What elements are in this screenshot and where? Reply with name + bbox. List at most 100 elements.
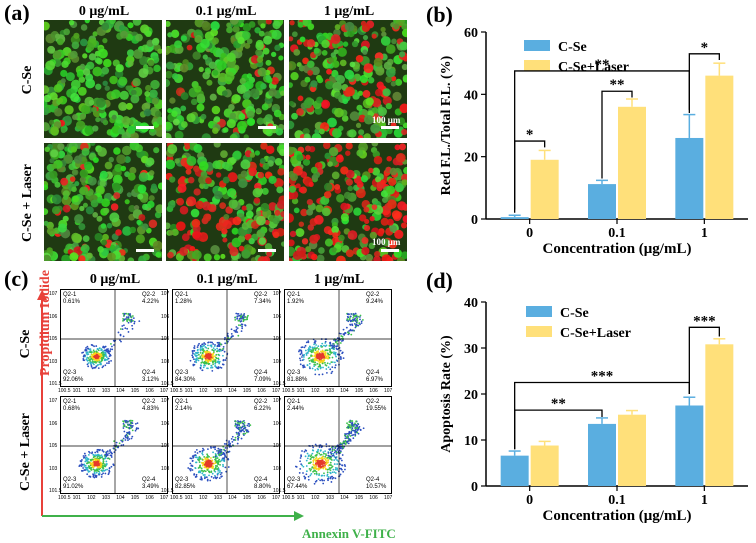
- flow-cytometry-plot: [172, 289, 280, 387]
- x-tick-label: 0.1: [608, 493, 626, 508]
- flow-x-tick: 106: [145, 388, 154, 394]
- flow-y-axis-label: Propidium Iodide: [38, 270, 53, 376]
- quadrant-value: Q2-3 84.30%: [175, 370, 196, 383]
- flow-y-tick: 103: [161, 465, 170, 472]
- significance-label: *: [701, 40, 709, 56]
- microscopy-image: [289, 143, 407, 261]
- chart-b: 0 20 40 60 Red F.L./Total F.L. (%) Concentrat…: [436, 20, 752, 269]
- bar-cse-laser: [530, 159, 559, 219]
- flow-y-tick: 101.5: [161, 488, 174, 494]
- quadrant-value: Q2-1 2.14%: [175, 399, 193, 412]
- flow-x-tick: 102: [87, 388, 96, 394]
- flow-x-tick: 103: [101, 495, 111, 501]
- quadrant-value: Q2-2 4.22%: [142, 292, 160, 305]
- axis-arrows: [37, 290, 304, 521]
- flow-x-tick: 105: [354, 388, 364, 394]
- flow-x-axis-label: Annexin V-FITC: [302, 526, 396, 541]
- flow-x-tick: 102: [199, 388, 208, 394]
- quadrant-value: Q2-1 2.44%: [287, 399, 305, 412]
- quadrant-value: Q2-4 10.57%: [366, 477, 387, 490]
- quadrant-value: Q2-3 81.88%: [287, 370, 308, 383]
- flow-y-tick: 105: [49, 336, 58, 342]
- y-tick-label: 40: [464, 296, 478, 311]
- flow-y-tick: 107: [49, 398, 58, 404]
- significance-bracket: [601, 90, 633, 179]
- quadrant-value: Q2-4 3.12%: [142, 370, 160, 383]
- quadrant-value: Q2-4 7.09%: [254, 370, 272, 383]
- flow-x-tick: 102: [199, 495, 208, 501]
- flow-x-tick: 100.5: [282, 388, 295, 394]
- y-tick-label: 40: [464, 88, 478, 103]
- flow-y-tick: 106: [49, 313, 58, 320]
- y-tick-label: 10: [464, 434, 478, 449]
- flow-x-tick: 106: [257, 495, 266, 501]
- scalebar-label: 100 μm: [372, 115, 401, 125]
- micro-row-title: C-Se + Laser: [20, 164, 35, 242]
- flow-y-tick: 107: [273, 398, 282, 404]
- flow-cytometry-plot: [60, 289, 168, 387]
- micro-row-title: C-Se: [20, 65, 35, 95]
- y-tick-label: 20: [464, 388, 478, 403]
- legend-swatch: [524, 40, 550, 51]
- legend-label: C-Se+Laser: [560, 326, 631, 341]
- quadrant-value: Q2-2 6.22%: [254, 399, 272, 412]
- flow-y-tick: 107: [273, 291, 282, 297]
- flow-x-tick: 101: [296, 495, 305, 501]
- flow-cytometry-plot: [284, 396, 392, 494]
- legend-label: C-Se+Laser: [558, 60, 629, 75]
- flow-x-tick: 106: [369, 495, 378, 501]
- microscopy-image: [166, 20, 284, 138]
- microscopy-image: [289, 20, 407, 138]
- flow-col-title: 1 μg/mL: [313, 272, 365, 287]
- flow-y-tick: 106: [161, 313, 170, 320]
- flow-x-tick: 102: [311, 388, 320, 394]
- x-axis-label: Concentration (μg/mL): [543, 241, 692, 257]
- panel-label-c: (c): [4, 266, 29, 291]
- quadrant-value: Q2-4 8.80%: [254, 477, 272, 490]
- significance-bracket: [514, 70, 690, 210]
- quadrant-value: Q2-4 6.97%: [366, 370, 384, 383]
- micro-col-title: 0.1 μg/mL: [195, 4, 257, 19]
- flow-cytometry-plot: [284, 289, 392, 387]
- significance-bracket: [514, 409, 603, 450]
- flow-x-tick: 101: [184, 495, 193, 501]
- flow-x-tick: 104: [228, 495, 237, 501]
- quadrant-value: Q2-3 91.02%: [63, 477, 84, 490]
- bar-cse: [500, 455, 529, 486]
- panel-label-d: (d): [426, 268, 453, 293]
- micro-col-title: 0 μg/mL: [78, 4, 130, 19]
- microscopy-image: [44, 143, 162, 261]
- flow-cytometry-plot: [172, 396, 280, 494]
- x-axis-label: Concentration (μg/mL): [543, 508, 692, 524]
- flow-y-tick: 107: [49, 291, 58, 297]
- flow-x-tick: 103: [213, 388, 223, 394]
- significance-label: *: [526, 127, 534, 143]
- flow-y-tick: 103: [49, 465, 58, 472]
- bar-cse-laser: [705, 75, 734, 219]
- flow-y-tick: 103: [161, 358, 170, 365]
- flow-x-tick: 107: [272, 495, 281, 501]
- flow-x-tick: 104: [116, 495, 125, 501]
- quadrant-value: Q2-4 3.49%: [142, 477, 160, 490]
- chart-b-svg: 0 20 40 60 Red F.L./Total F.L. (%) Concentrat…: [439, 26, 748, 257]
- flow-y-tick: 105: [273, 336, 282, 342]
- y-tick-label: 30: [464, 342, 478, 357]
- flow-x-tick: 100.5: [170, 388, 183, 394]
- flow-x-tick: 103: [213, 495, 223, 501]
- flow-x-tick: 106: [145, 495, 154, 501]
- flow-x-tick: 103: [325, 388, 335, 394]
- flow-x-tick: 104: [228, 388, 237, 394]
- x-tick-label: 0: [526, 493, 533, 508]
- flow-y-tick: 106: [161, 420, 170, 427]
- significance-label: ***: [591, 369, 614, 385]
- flow-x-tick: 107: [384, 495, 393, 501]
- flow-x-tick: 101: [296, 388, 305, 394]
- flow-x-tick: 100.5: [282, 495, 295, 501]
- y-axis-label: Apoptosis Rate (%): [439, 335, 454, 453]
- legend-swatch: [524, 60, 550, 71]
- flow-x-tick: 107: [160, 495, 169, 501]
- y-tick-label: 0: [471, 480, 478, 495]
- flow-x-tick: 103: [101, 388, 111, 394]
- x-tick-label: 1: [701, 493, 708, 508]
